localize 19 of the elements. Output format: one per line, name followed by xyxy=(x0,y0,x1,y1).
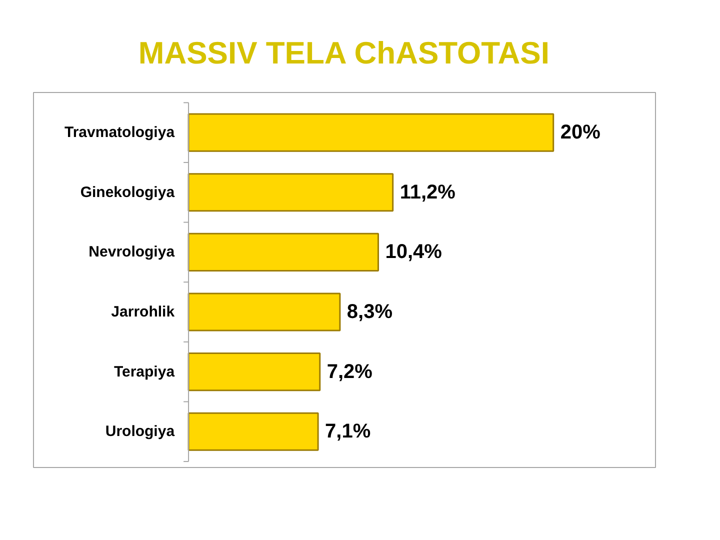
data-label: 7,2% xyxy=(326,360,373,383)
bar xyxy=(188,232,379,272)
data-label: 10,4% xyxy=(385,241,442,264)
y-tick-label: Travmatologiya xyxy=(64,124,176,142)
y-tick-label: Ginekologiya xyxy=(80,184,176,201)
bar xyxy=(188,173,394,212)
y-tick-label: Urologiya xyxy=(105,423,176,440)
data-label: 11,2% xyxy=(400,181,456,204)
data-label: 7,1% xyxy=(325,420,371,443)
data-label: 8,3% xyxy=(346,301,393,323)
y-tick-label: Nevrologiya xyxy=(88,244,176,261)
chart-title: MASSIV TELA ChASTOTASI xyxy=(138,36,550,70)
y-tick-label: Terapiya xyxy=(114,363,176,380)
bar xyxy=(188,412,319,451)
bar xyxy=(188,352,321,392)
data-label: 20% xyxy=(560,122,601,144)
bar xyxy=(188,113,554,152)
bar xyxy=(188,292,341,332)
y-tick-label: Jarrohlik xyxy=(111,304,176,320)
